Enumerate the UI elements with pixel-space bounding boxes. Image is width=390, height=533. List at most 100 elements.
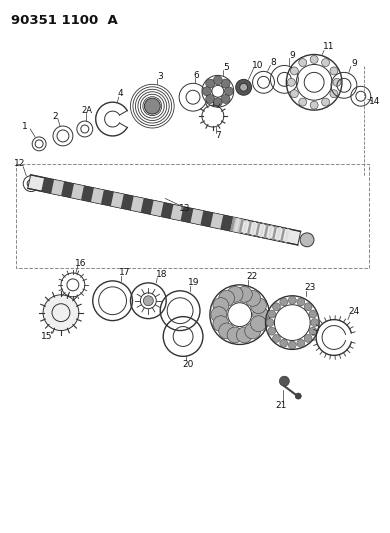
- Circle shape: [291, 90, 298, 98]
- Circle shape: [268, 327, 276, 335]
- Polygon shape: [280, 228, 285, 242]
- Polygon shape: [141, 198, 154, 214]
- Circle shape: [144, 98, 160, 114]
- Circle shape: [245, 323, 261, 339]
- Polygon shape: [211, 213, 224, 229]
- Circle shape: [297, 340, 305, 347]
- Polygon shape: [243, 220, 248, 234]
- Polygon shape: [264, 224, 269, 238]
- Circle shape: [206, 79, 214, 88]
- Circle shape: [304, 334, 312, 342]
- Circle shape: [219, 323, 235, 339]
- Polygon shape: [101, 190, 114, 206]
- Text: 9: 9: [289, 51, 295, 60]
- Circle shape: [240, 83, 248, 91]
- Text: 90351 1100  A: 90351 1100 A: [11, 14, 118, 27]
- Circle shape: [202, 87, 211, 96]
- Text: 13: 13: [179, 204, 191, 213]
- Circle shape: [236, 79, 252, 95]
- Text: 24: 24: [348, 307, 360, 316]
- Circle shape: [280, 340, 288, 347]
- Circle shape: [273, 334, 280, 342]
- Text: 19: 19: [188, 278, 200, 287]
- Polygon shape: [230, 217, 236, 231]
- Text: 6: 6: [193, 71, 199, 80]
- Polygon shape: [61, 182, 74, 198]
- Circle shape: [224, 87, 233, 96]
- Circle shape: [250, 297, 266, 313]
- Circle shape: [221, 79, 230, 88]
- Circle shape: [304, 303, 312, 311]
- Text: 14: 14: [369, 96, 380, 106]
- Text: 1: 1: [22, 122, 28, 131]
- Polygon shape: [255, 222, 261, 237]
- Polygon shape: [51, 180, 65, 196]
- Text: 15: 15: [41, 332, 53, 341]
- Polygon shape: [28, 175, 301, 245]
- Text: 20: 20: [183, 360, 194, 369]
- Circle shape: [250, 316, 266, 332]
- Text: 22: 22: [246, 272, 257, 281]
- Circle shape: [219, 290, 235, 306]
- Circle shape: [322, 59, 330, 67]
- Circle shape: [227, 286, 243, 302]
- Circle shape: [253, 306, 268, 322]
- Circle shape: [213, 76, 222, 85]
- Circle shape: [295, 393, 301, 399]
- Text: 5: 5: [223, 63, 229, 72]
- Text: 23: 23: [305, 284, 316, 292]
- Circle shape: [310, 55, 318, 63]
- Circle shape: [288, 296, 296, 304]
- Text: 9: 9: [351, 59, 357, 68]
- Circle shape: [299, 59, 307, 67]
- Circle shape: [299, 98, 307, 106]
- Polygon shape: [234, 218, 240, 232]
- Circle shape: [236, 286, 252, 302]
- Circle shape: [211, 306, 227, 322]
- Circle shape: [287, 78, 295, 86]
- Polygon shape: [121, 195, 134, 210]
- Text: 2: 2: [52, 111, 58, 120]
- Text: 18: 18: [156, 270, 167, 279]
- Polygon shape: [284, 229, 289, 243]
- Polygon shape: [220, 215, 234, 231]
- Polygon shape: [239, 219, 244, 233]
- Polygon shape: [170, 205, 184, 221]
- Circle shape: [144, 296, 153, 306]
- Circle shape: [322, 98, 330, 106]
- Text: 7: 7: [215, 132, 221, 140]
- Polygon shape: [181, 207, 194, 223]
- Circle shape: [266, 319, 274, 327]
- Circle shape: [291, 67, 298, 75]
- Text: 11: 11: [323, 42, 335, 51]
- Text: 21: 21: [276, 400, 287, 409]
- Circle shape: [280, 298, 288, 306]
- Polygon shape: [151, 200, 164, 216]
- Text: 3: 3: [158, 72, 163, 81]
- Circle shape: [206, 94, 214, 103]
- Polygon shape: [268, 225, 273, 239]
- Polygon shape: [81, 186, 94, 202]
- Polygon shape: [276, 227, 281, 241]
- Text: 2A: 2A: [81, 106, 92, 115]
- Circle shape: [288, 341, 296, 349]
- Polygon shape: [247, 221, 252, 235]
- Text: 10: 10: [252, 61, 263, 70]
- Circle shape: [279, 376, 289, 386]
- Polygon shape: [272, 226, 277, 240]
- Polygon shape: [91, 188, 105, 204]
- Circle shape: [221, 94, 230, 103]
- Text: 16: 16: [75, 259, 87, 268]
- Circle shape: [330, 90, 338, 98]
- Text: 4: 4: [118, 88, 123, 98]
- Text: 8: 8: [271, 58, 276, 67]
- Polygon shape: [230, 217, 244, 233]
- Circle shape: [213, 316, 229, 332]
- Circle shape: [333, 78, 341, 86]
- Polygon shape: [161, 203, 174, 219]
- Polygon shape: [71, 184, 85, 200]
- Polygon shape: [251, 222, 256, 236]
- Circle shape: [300, 233, 314, 247]
- Circle shape: [330, 67, 338, 75]
- Polygon shape: [131, 196, 144, 212]
